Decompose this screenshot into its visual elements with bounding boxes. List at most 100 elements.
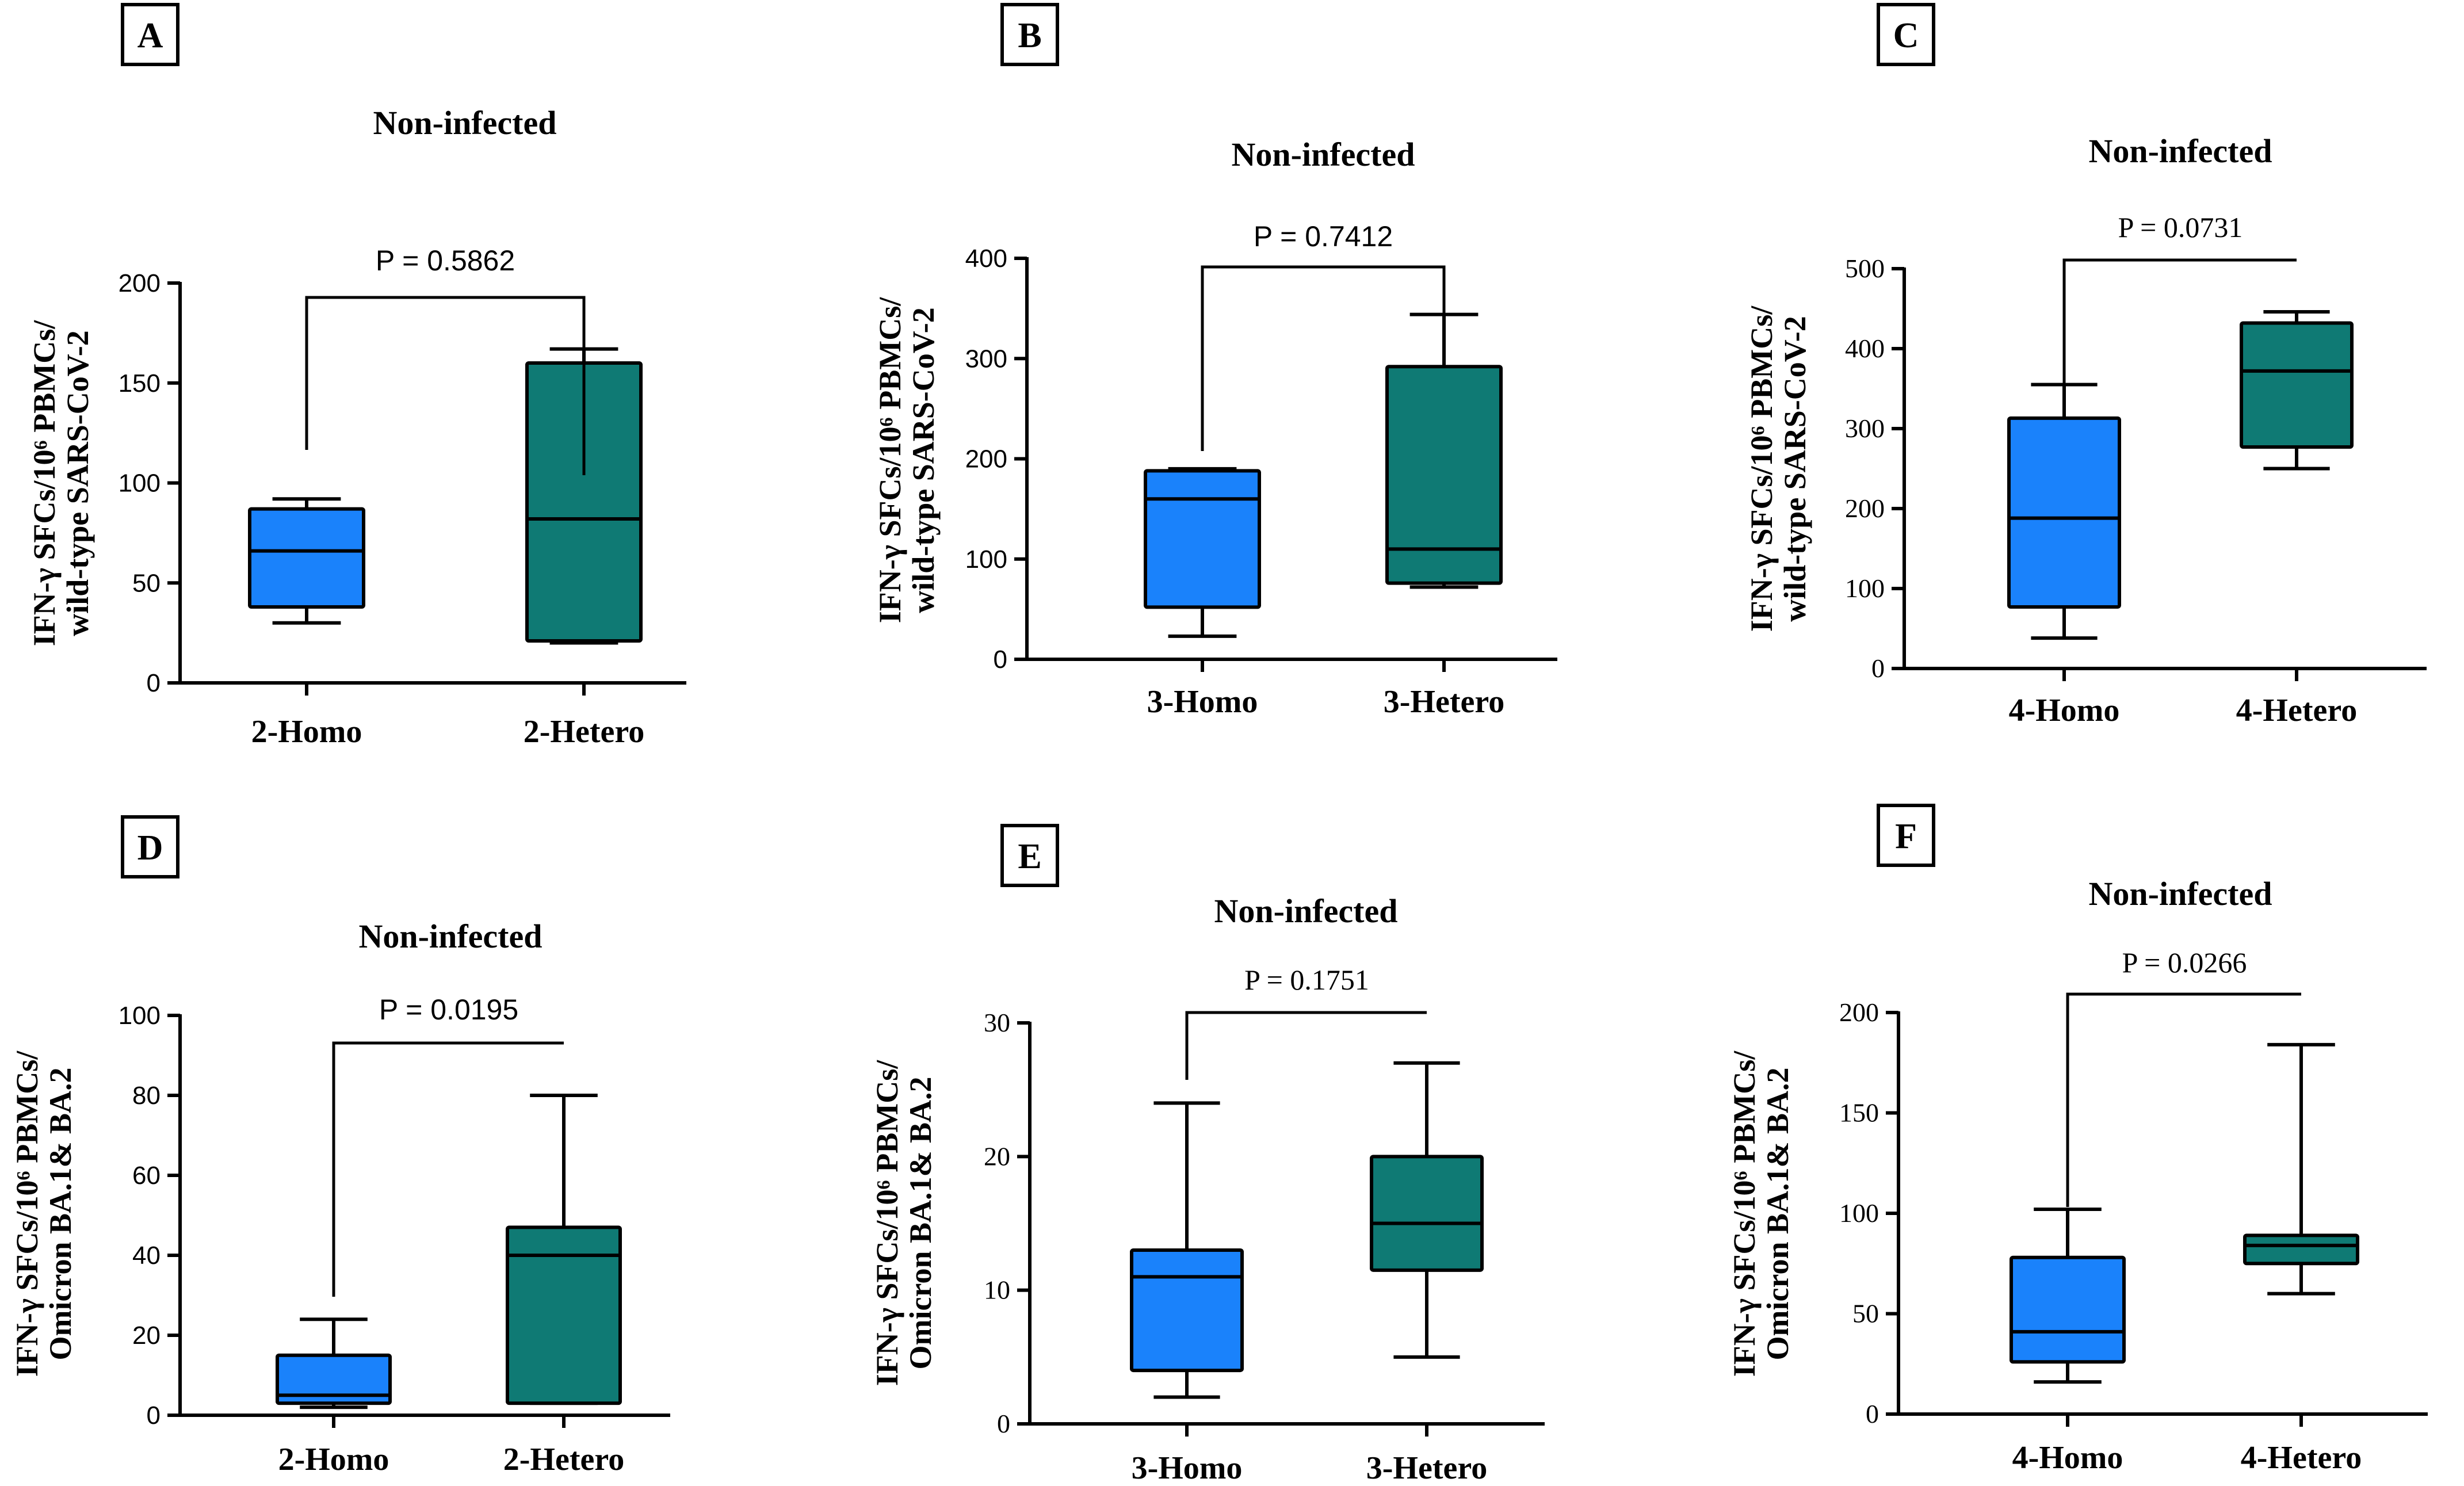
y-tick-label: 30 <box>984 1008 1010 1037</box>
y-axis-label-line1: IFN-γ SFCs/10⁶ PBMCs/ <box>870 1060 904 1386</box>
x-tick-label: 2-Hetero <box>503 1442 624 1477</box>
y-tick-label: 300 <box>1845 414 1885 443</box>
y-tick-label: 400 <box>1845 334 1885 363</box>
chart-title: Non-infected <box>1232 136 1415 173</box>
y-tick-label: 200 <box>119 269 161 297</box>
significance-bracket <box>332 1041 564 1297</box>
homo-box <box>276 1353 392 1405</box>
p-value-label: P = 0.0266 <box>2122 946 2247 979</box>
x-tick-label: 4-Homo <box>2012 1440 2123 1476</box>
hetero-box <box>506 1225 622 1405</box>
p-value-label: P = 0.0195 <box>379 994 518 1026</box>
panel-letter-box <box>121 815 179 878</box>
y-axis-label-line1: IFN-γ SFCs/10⁶ PBMCs/ <box>10 1050 44 1377</box>
y-tick-label: 50 <box>1852 1299 1879 1328</box>
panel-letter-box <box>1000 3 1059 66</box>
significance-bracket <box>2062 258 2297 383</box>
y-tick-label: 40 <box>132 1241 161 1270</box>
y-tick-label: 0 <box>147 669 161 697</box>
y-tick-label: 0 <box>1866 1399 1879 1428</box>
chart-title: Non-infected <box>2089 132 2272 170</box>
hetero-box <box>1370 1155 1484 1272</box>
y-tick-label: 0 <box>1871 654 1885 683</box>
p-value-label: P = 0.5862 <box>376 245 515 277</box>
panel-a: A Non-infected IFN-γ SFCs/10⁶ PBMCs/wild-t… <box>27 3 686 750</box>
y-tick-label: 100 <box>1839 1198 1879 1228</box>
p-value-label: P = 0.7412 <box>1254 220 1393 253</box>
y-tick-label: 0 <box>997 1409 1010 1438</box>
panel-letter: F <box>1895 817 1917 856</box>
y-tick-label: 200 <box>965 445 1007 473</box>
x-tick-label: 4-Homo <box>2009 693 2120 728</box>
panel-letter-box <box>1877 3 1935 66</box>
significance-bracket <box>2066 992 2301 1207</box>
panel-letter: E <box>1018 837 1041 876</box>
panel-e: E Non-infected IFN-γ SFCs/10⁶ PBMCs/Omicro… <box>870 824 1545 1486</box>
y-axis-label-line2: wild-type SARS-CoV-2 <box>60 330 95 636</box>
homo-box <box>2010 1255 2126 1364</box>
chart-title: Non-infected <box>373 104 557 142</box>
y-tick-label: 400 <box>965 245 1007 273</box>
y-tick-label: 100 <box>965 545 1007 574</box>
hetero-box <box>2243 1233 2359 1266</box>
y-tick-label: 150 <box>1839 1098 1879 1128</box>
x-tick-label: 4-Hetero <box>2241 1440 2362 1476</box>
homo-box <box>248 507 365 609</box>
panel-letter: D <box>137 828 163 868</box>
panel-letter-box <box>121 3 179 66</box>
y-tick-label: 500 <box>1845 254 1885 283</box>
y-tick-label: 150 <box>119 369 161 398</box>
p-value-label: P = 0.0731 <box>2118 211 2243 243</box>
y-tick-label: 20 <box>984 1141 1010 1171</box>
y-axis-label-line2: wild-type SARS-CoV-2 <box>1778 316 1812 622</box>
panel-c: C Non-infected IFN-γ SFCs/10⁶ PBMCs/wild-t… <box>1744 3 2427 728</box>
panel-letter: A <box>137 16 163 55</box>
chart-title: Non-infected <box>2089 875 2272 912</box>
y-tick-label: 100 <box>119 1002 161 1030</box>
x-tick-label: 2-Hetero <box>524 714 644 750</box>
y-tick-label: 300 <box>965 345 1007 373</box>
y-axis-label-line1: IFN-γ SFCs/10⁶ PBMCs/ <box>1744 305 1779 632</box>
y-axis-label-line2: Omicron BA.1& BA.2 <box>903 1077 938 1370</box>
y-tick-label: 0 <box>147 1401 161 1430</box>
homo-box <box>1144 469 1261 609</box>
y-axis-label-line1: IFN-γ SFCs/10⁶ PBMCs/ <box>873 297 907 623</box>
panel-letter-box <box>1000 824 1059 887</box>
homo-box <box>2007 416 2121 609</box>
x-tick-label: 2-Homo <box>251 714 362 750</box>
x-tick-label: 2-Homo <box>278 1442 389 1477</box>
homo-box <box>1130 1248 1244 1373</box>
y-tick-label: 100 <box>1845 574 1885 603</box>
significance-bracket <box>305 296 586 475</box>
y-axis-label-line1: IFN-γ SFCs/10⁶ PBMCs/ <box>1727 1050 1762 1377</box>
y-tick-label: 20 <box>132 1321 161 1350</box>
significance-bracket <box>1185 1011 1427 1080</box>
y-tick-label: 100 <box>119 469 161 498</box>
x-tick-label: 3-Hetero <box>1366 1450 1487 1486</box>
significance-bracket <box>1201 265 1446 451</box>
y-tick-label: 10 <box>984 1275 1010 1305</box>
y-axis-label-line2: Omicron BA.1& BA.2 <box>1760 1068 1795 1361</box>
y-tick-label: 60 <box>132 1162 161 1190</box>
panel-letter: C <box>1893 16 1919 55</box>
panel-letter: B <box>1018 16 1041 55</box>
y-tick-label: 50 <box>132 569 161 597</box>
y-tick-label: 80 <box>132 1082 161 1110</box>
y-axis-label-line1: IFN-γ SFCs/10⁶ PBMCs/ <box>27 320 62 646</box>
y-tick-label: 200 <box>1839 998 1879 1027</box>
panel-f: F Non-infected IFN-γ SFCs/10⁶ PBMCs/Omicro… <box>1727 804 2428 1476</box>
y-tick-label: 0 <box>994 645 1007 674</box>
hetero-box <box>1385 365 1503 585</box>
panel-d: D Non-infected IFN-γ SFCs/10⁶ PBMCs/Omicro… <box>10 815 670 1477</box>
x-tick-label: 3-Homo <box>1132 1450 1243 1486</box>
x-tick-label: 4-Hetero <box>2236 693 2357 728</box>
hetero-box <box>2240 321 2354 449</box>
chart-title: Non-infected <box>1214 892 1398 930</box>
panel-letter-box <box>1877 804 1935 867</box>
y-axis-label-line2: wild-type SARS-CoV-2 <box>906 307 941 613</box>
panel-b: B Non-infected IFN-γ SFCs/10⁶ PBMCs/wild-t… <box>873 3 1557 720</box>
p-value-label: P = 0.1751 <box>1244 964 1369 996</box>
chart-title: Non-infected <box>359 918 543 955</box>
x-tick-label: 3-Hetero <box>1384 684 1504 720</box>
